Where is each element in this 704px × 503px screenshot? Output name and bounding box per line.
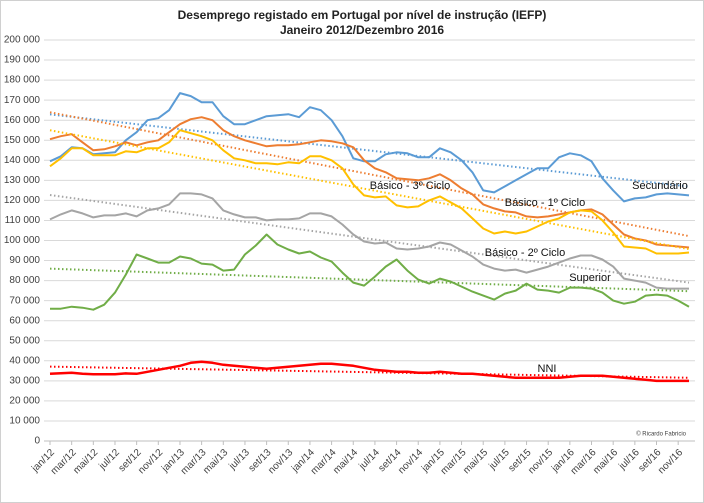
chart-subtitle: Janeiro 2012/Dezembro 2016 [280, 23, 444, 37]
series-label: Superior [569, 272, 611, 284]
y-tick-label: 180 000 [4, 75, 41, 86]
y-tick-label: 80 000 [9, 275, 40, 286]
y-tick-label: 20 000 [9, 396, 40, 407]
series-label: Secundário [632, 180, 688, 192]
y-tick-label: 30 000 [9, 375, 40, 386]
series-label: Básico - 3º Ciclo [370, 180, 450, 192]
y-tick-label: 200 000 [4, 35, 41, 46]
trend-line [49, 129, 690, 251]
y-tick-label: 40 000 [9, 355, 40, 366]
series-label: Básico - 1º Ciclo [505, 197, 585, 209]
y-tick-label: 50 000 [9, 335, 40, 346]
series-line [49, 129, 690, 255]
y-tick-label: 170 000 [4, 95, 41, 106]
series-line [49, 192, 689, 290]
chart-title: Desemprego registado em Portugal por nív… [178, 8, 547, 22]
y-tick-label: 70 000 [9, 295, 40, 306]
series-line [49, 360, 689, 383]
y-tick-label: 90 000 [9, 255, 40, 266]
y-tick-label: 110 000 [5, 215, 41, 226]
y-tick-label: 100 000 [4, 235, 41, 246]
series-line [49, 92, 690, 203]
y-tick-label: 60 000 [9, 315, 40, 326]
y-tick-label: 140 000 [4, 155, 41, 166]
y-tick-label: 130 000 [4, 175, 41, 186]
y-tick-label: 120 000 [4, 195, 41, 206]
series-label: Básico - 2º Ciclo [485, 247, 565, 259]
y-tick-label: 150 000 [4, 135, 41, 146]
trend-line [49, 111, 690, 238]
trend-line [49, 194, 690, 284]
series-label: NNI [538, 363, 557, 375]
y-tick-label: 10 000 [9, 416, 40, 427]
y-tick-label: 0 [34, 436, 40, 447]
y-tick-label: 160 000 [4, 115, 41, 126]
y-tick-label: 190 000 [4, 55, 41, 66]
copyright: © Ricardo Fabricio [636, 431, 686, 438]
series-line [50, 233, 690, 311]
